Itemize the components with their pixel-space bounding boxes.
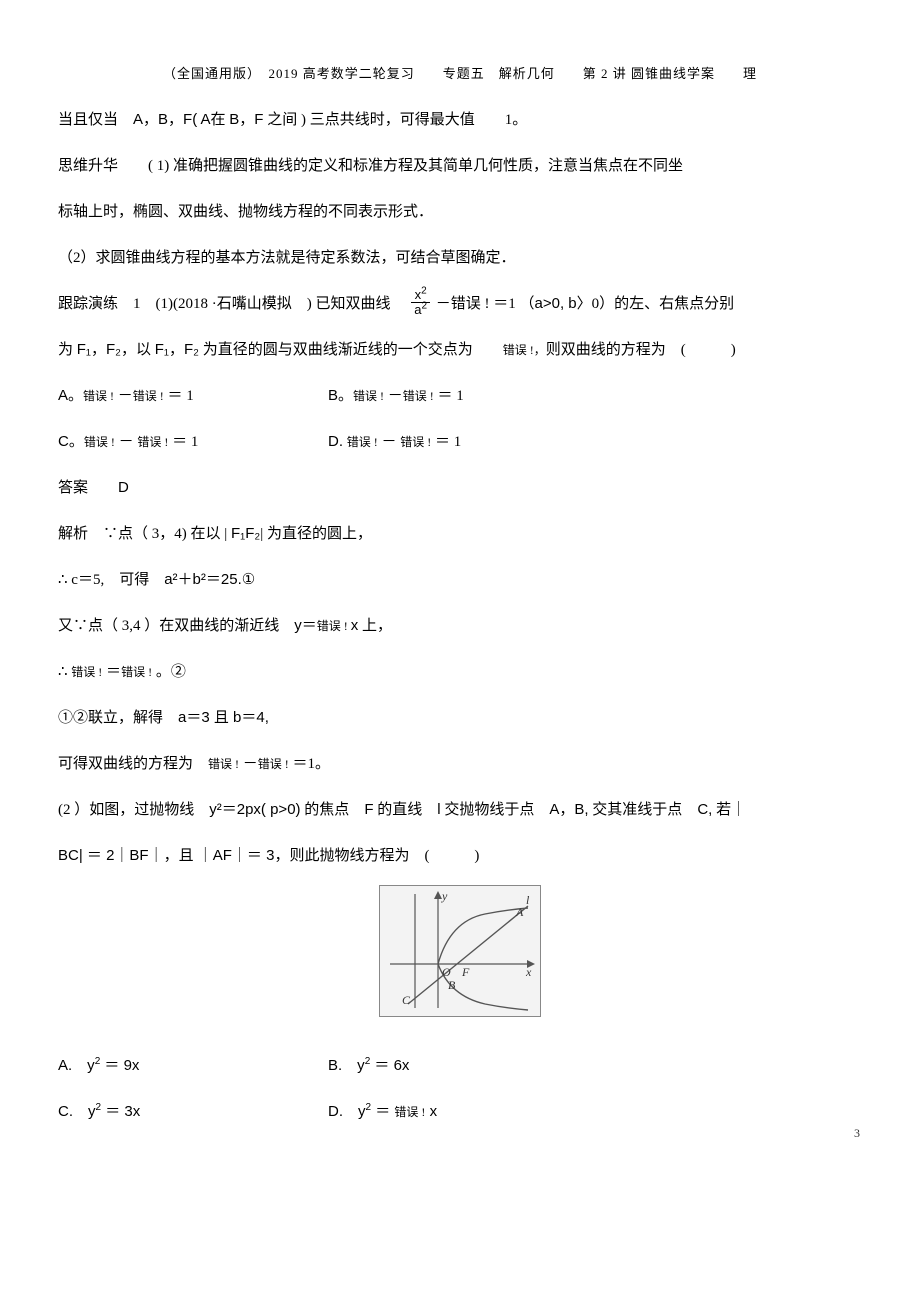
para-2b: 标轴上时，椭圆、双曲线、抛物线方程的不同表示形式． [58, 191, 862, 233]
text: 的焦点 [301, 802, 365, 818]
svg-text:O: O [442, 965, 451, 979]
option-b: B。错误 ! －错误 ! ＝ 1 [328, 375, 464, 417]
text: 错误 ! － 错误 ! ＝ 1 [343, 434, 461, 450]
text: 又∵点（ 3,4 ）在双曲线的渐近线 [58, 618, 294, 634]
text: 为 [58, 342, 77, 358]
jiexi-4: ∴ 错误 ! ＝错误 ! 。② [58, 651, 862, 693]
text: 之间 ) 三点共线时，可得最大值 1。 [263, 112, 527, 128]
para-5: 为 F₁，F₂，以 F₁，F₂ 为直径的圆与双曲线渐近线的一个交点为 错误 !，… [58, 329, 862, 371]
text: 上， [358, 618, 392, 634]
error-text: 错误 !， [503, 343, 546, 357]
text: 为直径的圆与双曲线渐近线的一个交点为 [199, 342, 503, 358]
text: 则双曲线的方程为 ( ) [546, 342, 736, 358]
text-sans: C, [697, 801, 712, 818]
text: ，则此抛物线方程为 ( ) [274, 848, 479, 864]
jiexi-3: 又∵点（ 3,4 ）在双曲线的渐近线 y＝错误 ! x 上， [58, 605, 862, 647]
text: －错误 ! ＝1 （ [436, 296, 535, 312]
q2-line1: (2 ）如图，过抛物线 y²＝2px( p>0) 的焦点 F 的直线 l 交抛物… [58, 789, 862, 831]
para-4: 跟踪演练 1 (1)(2018 ·石嘴山模拟 ) 已知双曲线 x2 a2 －错误… [58, 283, 862, 325]
q2-option-b: B. y2 ＝ 6x [328, 1045, 409, 1087]
text-sans: BC| ＝ 2｜BF｜，且 ｜AF｜＝ 3 [58, 847, 274, 864]
text: 当且仅当 [58, 112, 133, 128]
option-c: C。错误 ! － 错误 ! ＝ 1 [58, 421, 328, 463]
text: ( 1) 准确把握圆锥曲线的定义和标准方程及其简单几何性质，注意当焦点在不同坐 [148, 158, 683, 174]
page-number: 3 [854, 1118, 860, 1149]
text-sans: a＝3 且 b＝4, [178, 709, 269, 726]
jiexi-2: ∴ c＝5, 可得 a²＋b²＝25.① [58, 559, 862, 601]
text-sans: A，B, [549, 801, 588, 818]
option-row-1: A。错误 ! －错误 ! ＝ 1 B。错误 ! －错误 ! ＝ 1 [58, 375, 862, 421]
text: 。错误 ! －错误 ! ＝ 1 [338, 388, 464, 404]
text-sans: y＝ [294, 617, 317, 634]
text-sans: F₁F₂ [231, 525, 260, 542]
para-1: 当且仅当 A，B，F( A在 B，F 之间 ) 三点共线时，可得最大值 1。 [58, 99, 862, 141]
text: 。错误 ! － 错误 ! ＝ 1 [69, 434, 199, 450]
text-sans: a²＋b²＝25. [164, 571, 242, 588]
text-sans: y²＝2px( p>0) [209, 801, 300, 818]
para-2a: 思维升华 ( 1) 准确把握圆锥曲线的定义和标准方程及其简单几何性质，注意当焦点… [58, 145, 862, 187]
svg-text:x: x [525, 965, 532, 979]
svg-text:F: F [461, 965, 470, 979]
q2-option-row-2: C. y2 ＝ 3x D. y2 ＝ 错误 ! x [58, 1091, 862, 1137]
svg-text:A: A [515, 905, 524, 919]
text-sans: F₁，F₂ [155, 341, 199, 358]
svg-text:C: C [402, 993, 411, 1007]
label: 解析 [58, 526, 103, 542]
answer-value: D [118, 479, 129, 496]
q2-option-d: D. y2 ＝ 错误 ! x [328, 1091, 437, 1133]
label: 思维升华 [58, 158, 148, 174]
text: (2 ）如图，过抛物线 [58, 802, 209, 818]
q2-option-c: C. y2 ＝ 3x [58, 1091, 328, 1133]
fraction: x2 a2 [411, 288, 430, 318]
page-header: （全国通用版） 2019 高考数学二轮复习 专题五 解析几何 第 2 讲 圆锥曲… [58, 64, 862, 85]
text: 交其准线于点 [589, 802, 698, 818]
jiexi-1: 解析 ∵点（ 3，4) 在以 | F₁F₂| 为直径的圆上， [58, 513, 862, 555]
q2-option-row-1: A. y2 ＝ 9x B. y2 ＝ 6x [58, 1045, 862, 1091]
text-sans: F₁，F₂ [77, 341, 121, 358]
option-row-2: C。错误 ! － 错误 ! ＝ 1 D. 错误 ! － 错误 ! ＝ 1 [58, 421, 862, 467]
parabola-figure: F O y x A l B C [58, 885, 862, 1033]
text: 在 [211, 112, 230, 128]
text: 的直线 [373, 802, 437, 818]
text: 若｜ [712, 802, 746, 818]
text: 〉0）的左、右焦点分别 [577, 296, 735, 312]
text: ∵点（ 3，4) 在以 | [103, 526, 231, 542]
svg-text:y: y [441, 889, 448, 903]
text-sans: a>0, b [535, 295, 577, 312]
text: ∴ c＝5, 可得 [58, 572, 164, 588]
jiexi-5: ①②联立，解得 a＝3 且 b＝4, [58, 697, 862, 739]
text-sans: B，F [229, 111, 263, 128]
text: ①②联立，解得 [58, 710, 178, 726]
option-d: D. 错误 ! － 错误 ! ＝ 1 [328, 421, 461, 463]
text-sans: A，B，F( A [133, 111, 211, 128]
jiexi-6: 可得双曲线的方程为 错误 ! －错误 ! ＝1。 [58, 743, 862, 785]
text: 。错误 ! －错误 ! ＝ 1 [68, 388, 194, 404]
text: ，以 [121, 342, 155, 358]
svg-text:B: B [448, 978, 456, 992]
answer: 答案 D [58, 467, 862, 509]
text: | 为直径的圆上， [260, 526, 372, 542]
q2-line2: BC| ＝ 2｜BF｜，且 ｜AF｜＝ 3，则此抛物线方程为 ( ) [58, 835, 862, 877]
q2-option-a: A. y2 ＝ 9x [58, 1045, 328, 1087]
err: 错误 ! [317, 619, 351, 633]
para-3: （2）求圆锥曲线方程的基本方法就是待定系数法，可结合草图确定． [58, 237, 862, 279]
text: 交抛物线于点 [441, 802, 550, 818]
text: 跟踪演练 1 (1)(2018 ·石嘴山模拟 ) 已知双曲线 [58, 296, 405, 312]
answer-label: 答案 [58, 480, 118, 496]
text: ① [242, 572, 255, 588]
option-a: A。错误 ! －错误 ! ＝ 1 [58, 375, 328, 417]
